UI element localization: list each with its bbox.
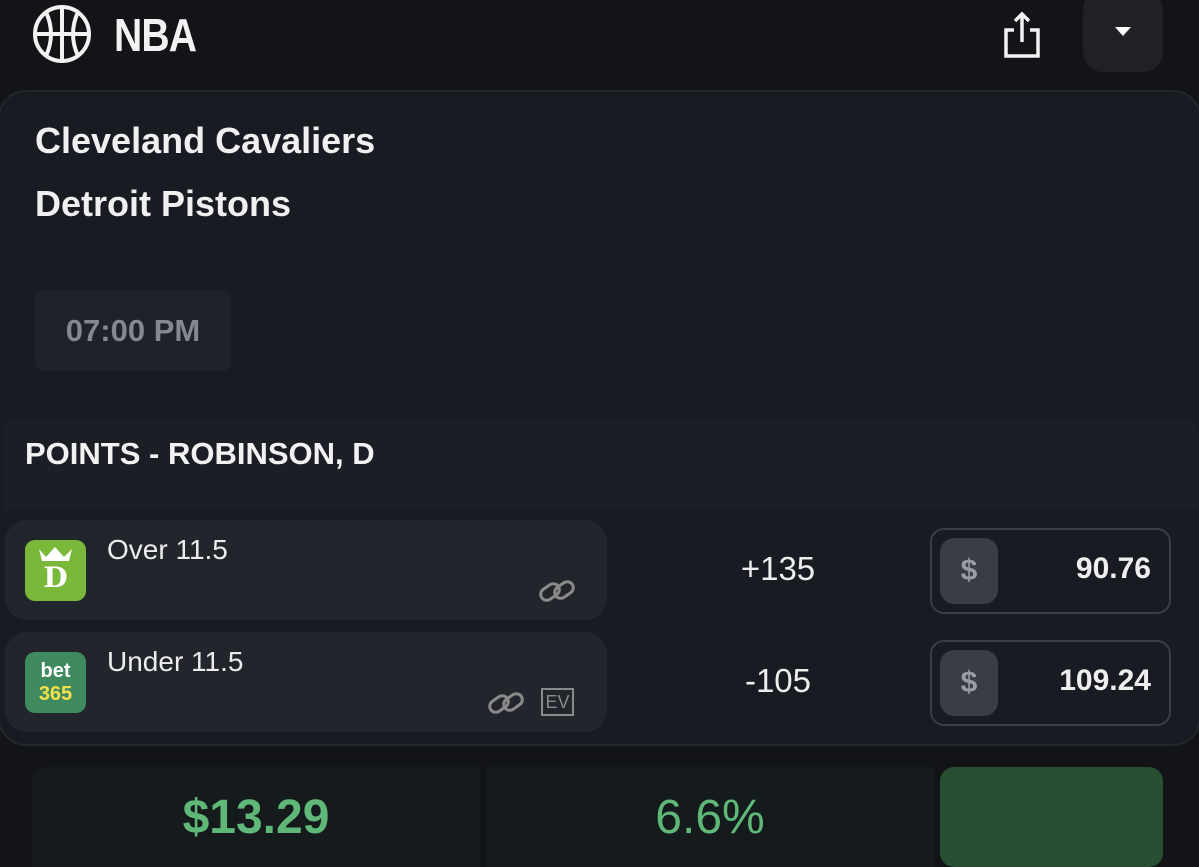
home-team: Cleveland Cavaliers: [35, 120, 376, 161]
dropdown-button[interactable]: [1083, 0, 1163, 72]
bet365-logo-top: bet: [40, 660, 71, 682]
odds: +135: [740, 550, 816, 587]
selection-label: Under 11.5: [107, 646, 244, 677]
selection-label: Over 11.5: [107, 534, 228, 565]
link-icon[interactable]: [537, 576, 577, 606]
share-icon[interactable]: [1002, 10, 1042, 60]
crown-icon: [39, 547, 72, 561]
stake-value[interactable]: 90.76: [1075, 552, 1151, 585]
dollar-icon: $: [940, 538, 998, 604]
bet365-logo-bottom: 365: [38, 683, 73, 705]
market-title: POINTS - ROBINSON, D: [25, 436, 375, 471]
game-time: 07:00 PM: [35, 290, 231, 371]
basketball-icon: [33, 5, 91, 63]
bet365-logo: bet 365: [25, 652, 86, 713]
caret-down-icon: [1115, 27, 1131, 36]
draftkings-logo: D: [25, 540, 86, 601]
stake-input[interactable]: $ 109.24: [930, 640, 1171, 726]
away-team: Detroit Pistons: [35, 183, 292, 224]
odds: -105: [744, 662, 812, 699]
league-title: NBA: [114, 9, 197, 61]
action-button[interactable]: [940, 767, 1163, 867]
stake-input[interactable]: $ 90.76: [930, 528, 1171, 614]
ev-percent: 6.6%: [486, 767, 934, 867]
stake-value[interactable]: 109.24: [1059, 664, 1151, 697]
ev-badge: EV: [541, 688, 574, 716]
link-icon[interactable]: [486, 688, 526, 718]
profit-value: $13.29: [32, 767, 480, 867]
draftkings-logo-letter: D: [43, 561, 68, 594]
dollar-icon: $: [940, 650, 998, 716]
bet-row-under[interactable]: bet 365 Under 11.5 EV: [5, 632, 607, 732]
market-header: POINTS - ROBINSON, D: [4, 418, 1199, 510]
bet-row-over[interactable]: D Over 11.5: [5, 520, 607, 620]
